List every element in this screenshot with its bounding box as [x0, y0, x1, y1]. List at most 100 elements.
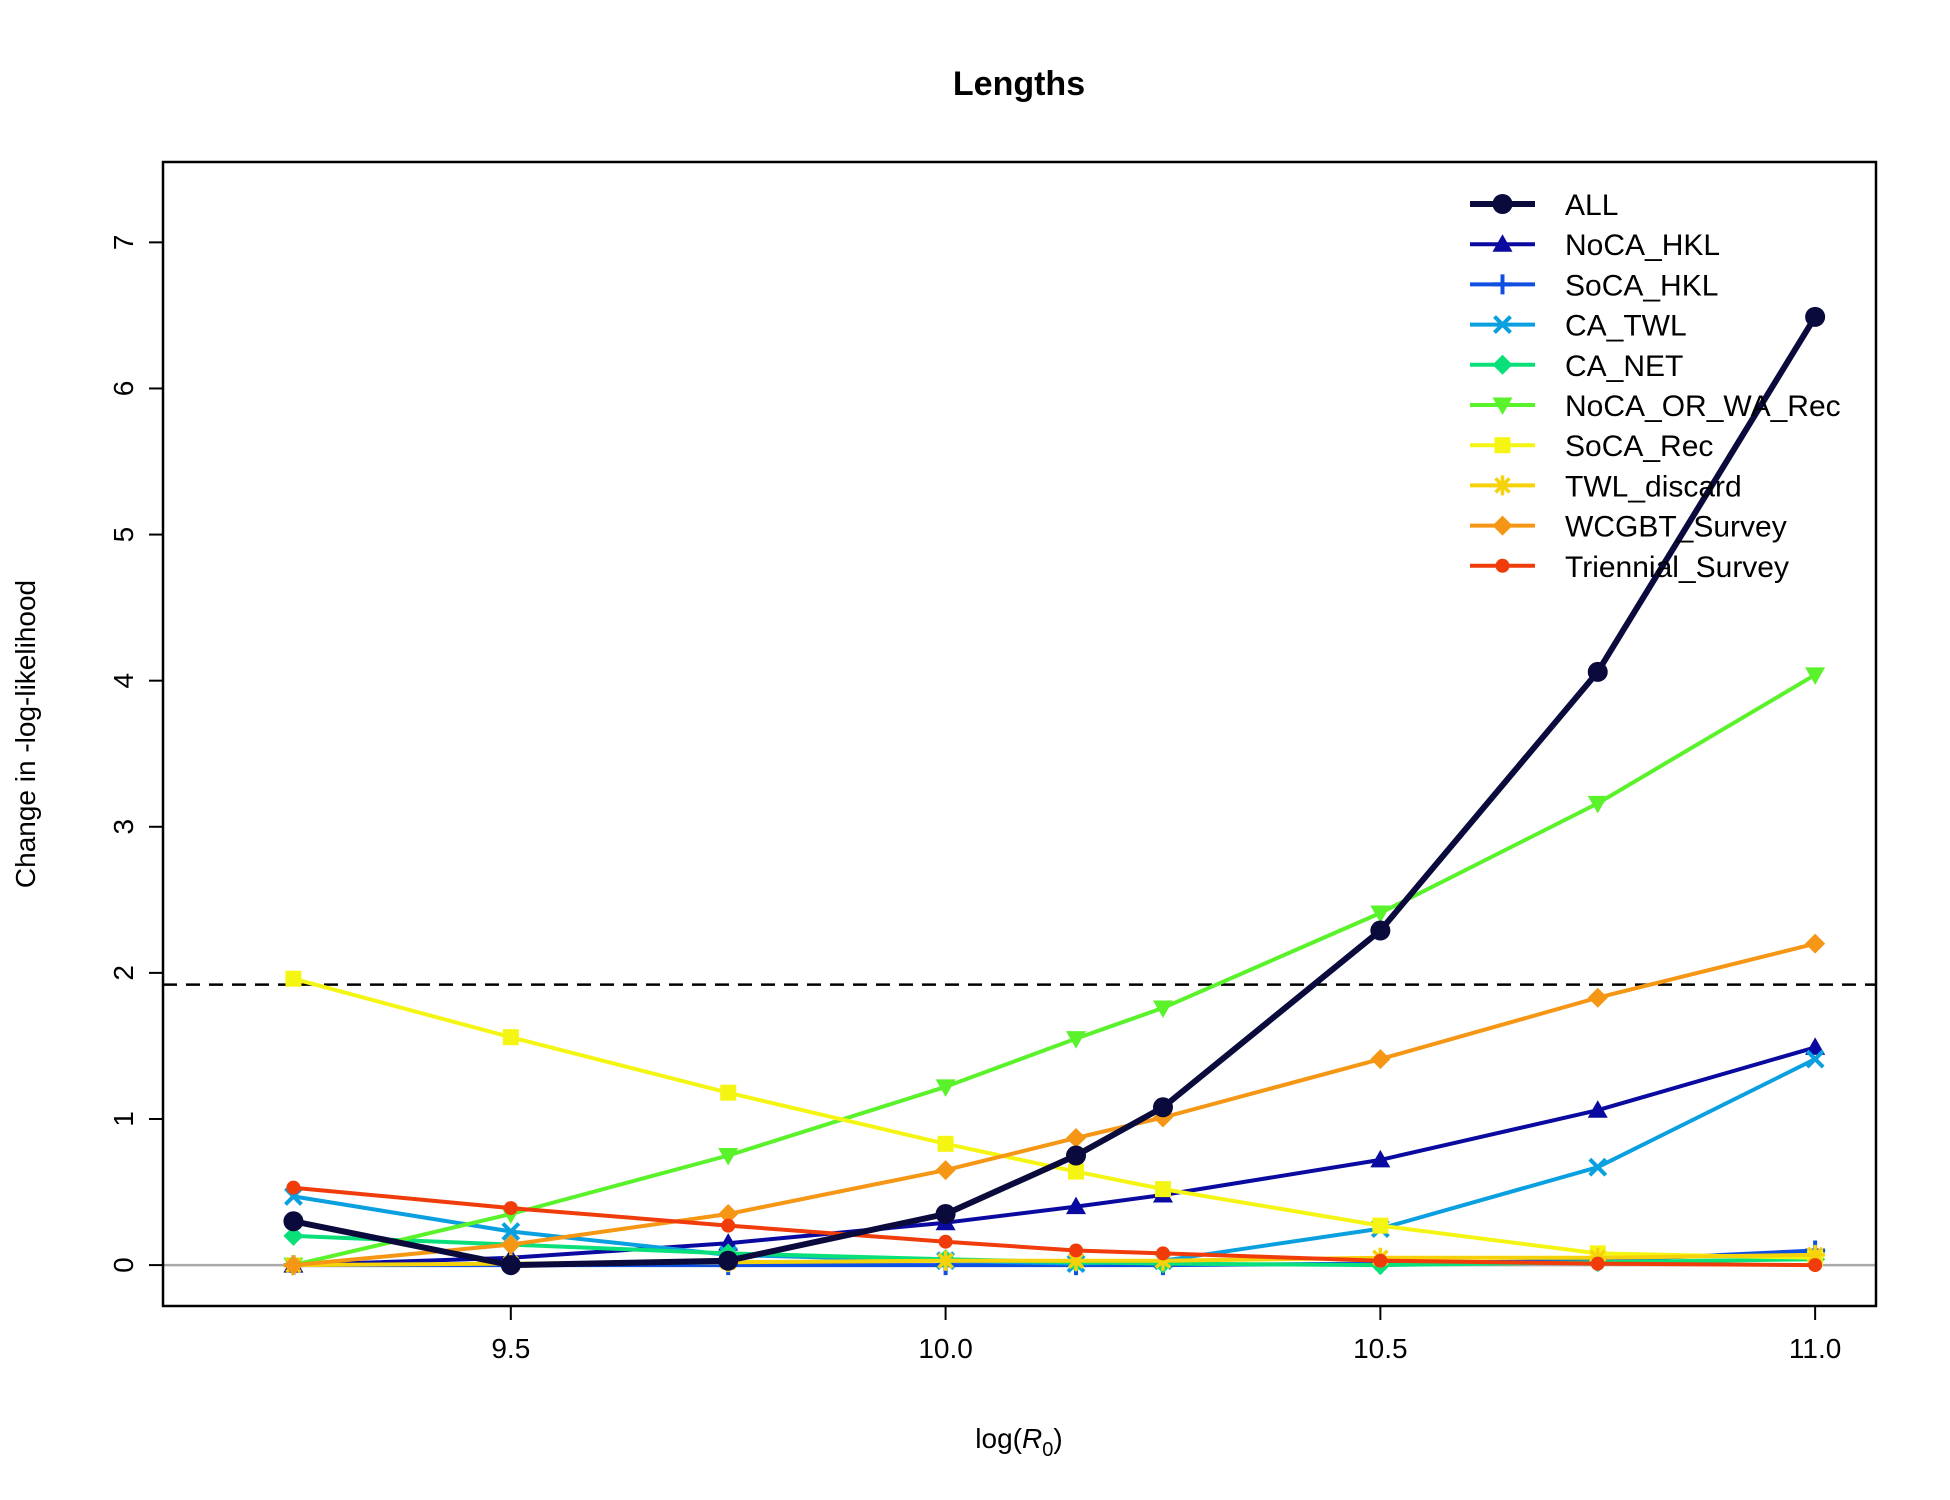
plot-frame — [161, 160, 1878, 1308]
legend-marker — [1492, 515, 1513, 536]
y-tick-label: 2 — [108, 965, 139, 981]
series-ca-twl — [284, 1049, 1825, 1274]
x-tick-label: 9.5 — [491, 1333, 530, 1364]
x-tick-label: 10.5 — [1353, 1333, 1408, 1364]
legend-label: WCGBT_Survey — [1565, 511, 1787, 544]
legend-label: NoCA_OR_WA_Rec — [1565, 390, 1841, 423]
point-soca-rec — [720, 1084, 737, 1101]
legend-item-noca-or-wa-rec: NoCA_OR_WA_Rec — [1470, 390, 1841, 423]
point-noca-hkl — [1370, 1149, 1391, 1168]
point-triennial-survey — [503, 1201, 518, 1216]
point-soca-rec — [502, 1029, 519, 1046]
point-triennial-survey — [938, 1234, 953, 1249]
series-line-wcgbt-survey — [293, 941, 1816, 1268]
y-axis-label: Change in -log-likelihood — [10, 580, 41, 888]
point-noca-or-wa-rec — [935, 1079, 956, 1097]
legend-label: CA_TWL — [1565, 310, 1687, 343]
legend-marker — [1495, 558, 1510, 573]
point-all — [1805, 306, 1826, 327]
series-line-soca-rec — [292, 976, 1816, 1260]
series-noca-or-wa-rec — [283, 667, 1826, 1276]
point-noca-hkl — [1066, 1196, 1087, 1215]
point-soca-rec — [285, 970, 302, 987]
legend-item-soca-hkl: SoCA_HKL — [1470, 269, 1718, 302]
legend-marker — [1492, 475, 1513, 496]
y-tick-label: 6 — [108, 381, 139, 397]
legend-label: Triennial_Survey — [1565, 551, 1789, 584]
series-wcgbt-survey — [283, 933, 1826, 1276]
legend-marker — [1492, 397, 1513, 415]
legend-marker — [1492, 234, 1513, 252]
point-wcgbt-survey — [1066, 1127, 1087, 1148]
point-triennial-survey — [1808, 1258, 1823, 1273]
legend-marker — [1492, 354, 1513, 375]
legend-label: ALL — [1565, 189, 1618, 222]
legend: ALL NoCA_HKL SoCA_HKL CA_TWL CA_NET NoCA_OR_W… — [1470, 189, 1841, 584]
legend-label: SoCA_Rec — [1565, 430, 1713, 463]
series-triennial-survey — [286, 1180, 1823, 1273]
point-wcgbt-survey — [283, 1255, 304, 1276]
point-noca-or-wa-rec — [1152, 1000, 1173, 1018]
point-wcgbt-survey — [1805, 933, 1826, 954]
point-triennial-survey — [1373, 1253, 1388, 1268]
point-noca-or-wa-rec — [1587, 795, 1608, 814]
x-tick-label: 10.0 — [918, 1333, 973, 1364]
legend-marker — [1493, 315, 1512, 335]
point-ca-twl — [1588, 1157, 1608, 1177]
point-triennial-survey — [1155, 1246, 1170, 1261]
y-tick-label: 5 — [108, 527, 139, 543]
legend-item-all: ALL — [1470, 189, 1618, 222]
series-line-noca-or-wa-rec — [292, 673, 1817, 1268]
point-wcgbt-survey — [1587, 987, 1608, 1008]
series-all — [283, 306, 1826, 1276]
legend-label: CA_NET — [1565, 350, 1683, 383]
legend-item-ca-net: CA_NET — [1470, 350, 1683, 383]
point-noca-hkl — [718, 1233, 739, 1251]
point-triennial-survey — [1590, 1256, 1605, 1271]
x-axis-label: log(R0) — [975, 1423, 1062, 1461]
point-triennial-survey — [286, 1180, 301, 1195]
y-tick-label: 4 — [108, 673, 139, 689]
legend-item-wcgbt-survey: WCGBT_Survey — [1470, 511, 1787, 544]
legend-item-twl-discard: TWL_discard — [1470, 470, 1742, 503]
y-axis: 0 1 2 3 4 5 6 7 — [108, 235, 163, 1273]
point-ca-net — [283, 1225, 304, 1246]
point-soca-rec — [1154, 1181, 1171, 1198]
x-axis: 9.5 10.0 10.5 11.0 — [491, 1306, 1841, 1364]
legend-item-soca-rec: SoCA_Rec — [1470, 430, 1713, 463]
point-ca-twl — [1805, 1049, 1825, 1069]
point-wcgbt-survey — [500, 1234, 521, 1255]
point-wcgbt-survey — [935, 1160, 956, 1181]
point-twl-discard — [1066, 1250, 1087, 1271]
point-noca-or-wa-rec — [1370, 905, 1391, 923]
point-all — [935, 1203, 956, 1224]
y-tick-label: 0 — [108, 1257, 139, 1273]
y-tick-label: 3 — [108, 819, 139, 835]
point-wcgbt-survey — [718, 1203, 739, 1224]
plot-area — [163, 306, 1876, 1276]
point-soca-rec — [937, 1135, 954, 1152]
point-noca-hkl — [1805, 1037, 1826, 1055]
series-soca-rec — [285, 970, 1824, 1266]
legend-label: SoCA_HKL — [1565, 269, 1718, 302]
chart-title: Lengths — [953, 65, 1085, 103]
legend-label: NoCA_HKL — [1565, 229, 1720, 262]
series-line-ca-twl — [293, 1057, 1816, 1266]
point-triennial-survey — [1069, 1243, 1084, 1258]
point-noca-or-wa-rec — [718, 1148, 739, 1166]
y-tick-label: 1 — [108, 1111, 139, 1127]
point-soca-rec — [1068, 1163, 1085, 1180]
legend-marker — [1492, 194, 1513, 214]
point-all — [500, 1255, 521, 1276]
legend-item-noca-hkl: NoCA_HKL — [1470, 229, 1720, 262]
x-tick-label: 11.0 — [1789, 1333, 1841, 1364]
point-all — [718, 1250, 739, 1271]
point-twl-discard — [935, 1250, 956, 1271]
point-ca-twl — [501, 1222, 521, 1241]
y-tick-label: 7 — [108, 235, 139, 251]
point-noca-or-wa-rec — [1805, 667, 1826, 685]
point-noca-or-wa-rec — [1066, 1031, 1087, 1049]
point-all — [283, 1211, 304, 1232]
point-all — [1587, 661, 1608, 682]
point-wcgbt-survey — [1370, 1049, 1391, 1070]
